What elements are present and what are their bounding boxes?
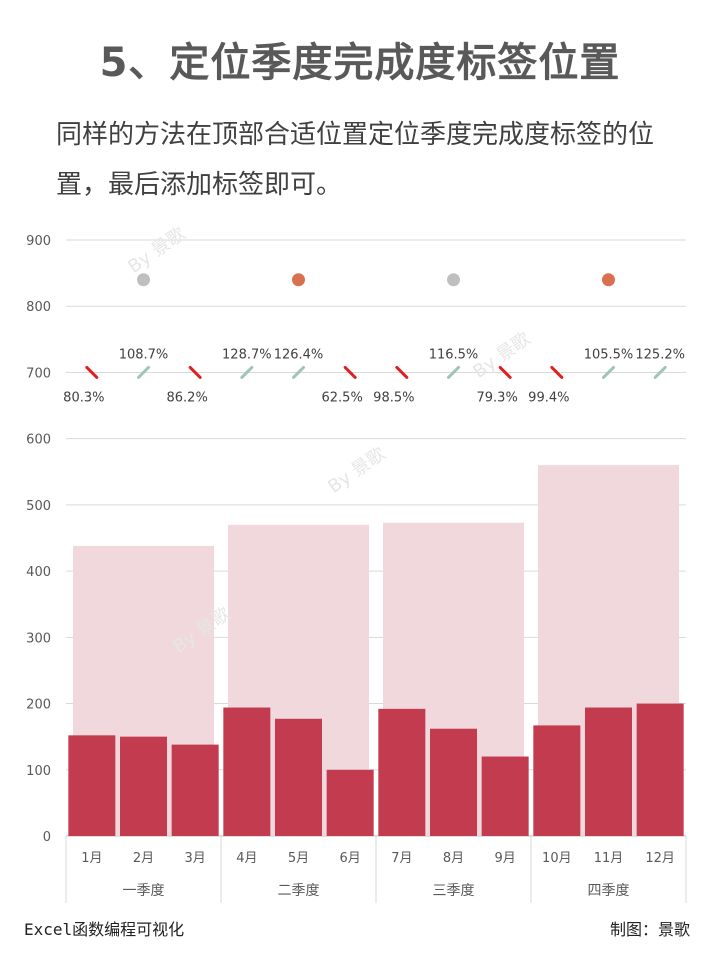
y-tick-label: 700	[26, 366, 51, 381]
up-arrow-icon	[240, 365, 254, 379]
y-tick-label: 300	[26, 631, 51, 646]
month-bar	[68, 735, 116, 836]
month-completion-label: 62.5%	[322, 390, 363, 405]
month-completion-label: 86.2%	[167, 390, 208, 405]
quarter-label: 一季度	[123, 883, 165, 899]
up-arrow-icon	[602, 365, 615, 379]
x-tick-label: 12月	[645, 851, 675, 866]
up-arrow-icon	[292, 365, 305, 379]
month-bar	[326, 769, 374, 836]
month-completion-label: 99.4%	[528, 390, 569, 405]
down-arrow-icon	[343, 365, 357, 379]
month-bar	[275, 718, 322, 836]
month-completion-label: 98.5%	[373, 390, 414, 405]
month-completion-label: 80.3%	[63, 390, 104, 405]
up-arrow-icon	[653, 365, 667, 379]
page-subtitle: 同样的方法在顶部合适位置定位季度完成度标签的位置，最后添加标签即可。	[56, 120, 655, 200]
x-tick-label: 5月	[288, 851, 309, 866]
down-arrow-icon	[498, 365, 512, 379]
down-arrow-icon	[395, 365, 409, 379]
down-arrow-icon	[188, 365, 202, 379]
month-completion-label: 79.3%	[477, 390, 518, 405]
x-tick-label: 3月	[185, 851, 206, 866]
watermark-text: By 景歌	[324, 443, 389, 497]
y-tick-label: 900	[26, 234, 51, 249]
quarter-label: 二季度	[278, 883, 320, 899]
x-tick-label: 8月	[443, 851, 464, 866]
x-tick-label: 4月	[236, 851, 257, 866]
y-tick-label: 600	[26, 433, 51, 448]
footer-author: 制图：景歌	[609, 920, 690, 939]
down-arrow-icon	[550, 365, 564, 379]
y-tick-label: 400	[26, 565, 51, 580]
quarter-completion-marker	[137, 273, 150, 287]
x-tick-label: 2月	[133, 851, 154, 866]
x-tick-label: 9月	[495, 851, 516, 866]
down-arrow-icon	[85, 365, 99, 379]
month-completion-label: 116.5%	[429, 347, 479, 362]
watermark-text: By 景歌	[124, 223, 189, 277]
month-bar	[481, 756, 529, 836]
y-tick-label: 0	[43, 830, 51, 845]
month-bar	[636, 703, 684, 836]
quarter-label: 四季度	[588, 883, 630, 899]
up-arrow-icon	[447, 365, 460, 379]
month-bar	[223, 707, 271, 836]
y-tick-label: 500	[26, 499, 51, 514]
up-arrow-icon	[137, 365, 150, 379]
month-completion-label: 108.7%	[119, 347, 169, 362]
page-title: 5、定位季度完成度标签位置	[99, 40, 621, 86]
month-bar	[378, 708, 426, 836]
month-completion-label: 125.2%	[635, 347, 685, 362]
x-tick-label: 10月	[542, 851, 572, 866]
y-tick-label: 800	[26, 300, 51, 315]
x-tick-label: 6月	[340, 851, 361, 866]
month-completion-label: 126.4%	[274, 347, 324, 362]
month-bar	[533, 725, 581, 836]
x-tick-label: 11月	[594, 851, 624, 866]
y-tick-label: 200	[26, 698, 51, 713]
month-bar	[430, 728, 477, 836]
month-bar	[120, 736, 167, 836]
footer-source: Excel函数编程可视化	[24, 920, 185, 939]
month-bar	[171, 744, 219, 836]
x-tick-label: 1月	[81, 851, 102, 866]
quarter-completion-marker	[602, 273, 615, 287]
quarter-label: 三季度	[433, 883, 475, 899]
month-completion-label: 128.7%	[222, 347, 272, 362]
watermark-text: By 景歌	[469, 328, 534, 382]
quarter-completion-marker	[447, 273, 460, 287]
y-tick-label: 100	[26, 764, 51, 779]
x-tick-label: 7月	[391, 851, 412, 866]
quarter-completion-marker	[292, 273, 305, 287]
month-completion-label: 105.5%	[584, 347, 634, 362]
month-bar	[585, 707, 632, 836]
